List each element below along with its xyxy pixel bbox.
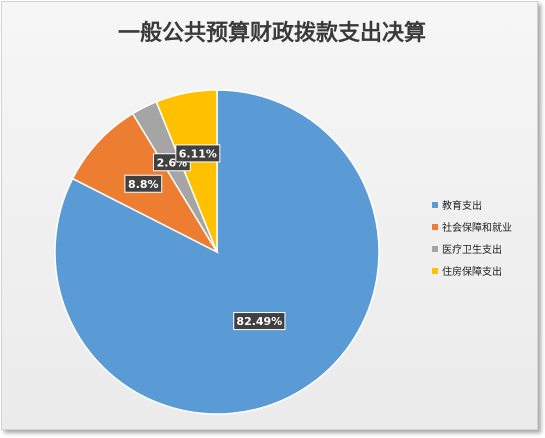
data-label: 82.49% [233,312,286,331]
data-label: 6.11% [175,144,221,163]
legend-entry: 医疗卫生支出 [432,243,502,256]
legend-swatch [432,202,438,208]
data-labels: 82.49%8.8%2.6%6.11% [124,144,286,331]
legend-swatch [432,246,438,252]
legend-swatch [432,268,438,274]
data-label-text: 8.8% [128,178,159,191]
legend-entry: 住房保障支出 [432,265,502,278]
chart-title: 一般公共预算财政拨款支出决算 [118,20,426,46]
legend-label: 社会保障和就业 [442,221,512,234]
data-label-text: 82.49% [236,315,282,328]
data-label-text: 6.11% [179,147,217,160]
legend-swatch [432,224,438,230]
legend-label: 教育支出 [442,199,482,212]
legend-label: 医疗卫生支出 [442,243,502,256]
data-label-box [233,312,286,331]
pie-slices [54,89,380,415]
legend-entry: 社会保障和就业 [432,221,512,234]
legend-label: 住房保障支出 [442,265,502,278]
data-label-box [124,174,163,193]
legend-entry: 教育支出 [432,199,482,212]
data-label: 8.8% [124,174,163,193]
data-label-box [175,144,221,163]
